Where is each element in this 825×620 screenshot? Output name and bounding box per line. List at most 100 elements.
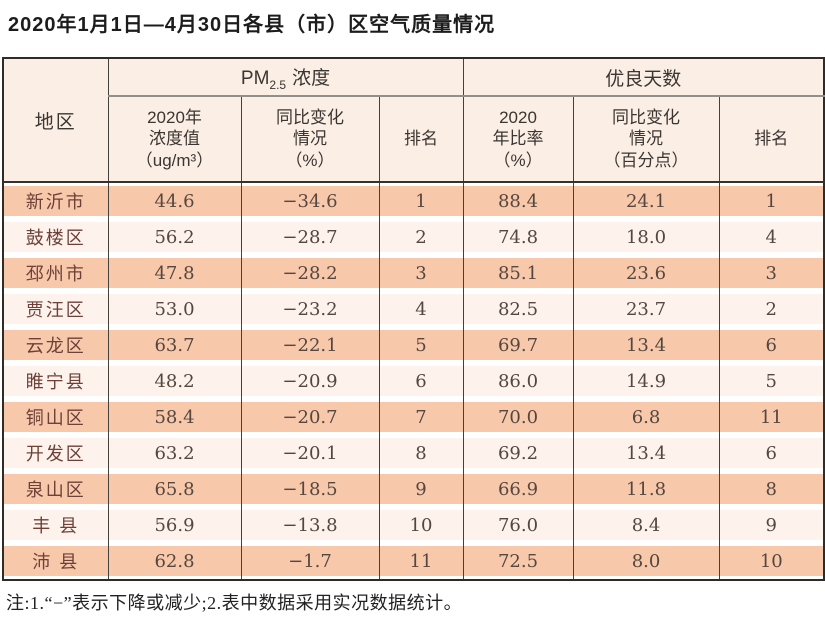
cell-region: 丰 县	[3, 507, 109, 543]
cell-yoy-change: −22.1	[241, 327, 380, 363]
cell-ratio: 85.1	[463, 255, 574, 291]
cell-rank-days: 10	[719, 543, 825, 580]
header-group-row: 地区 PM2.5 浓度 优良天数	[3, 58, 825, 183]
cell-ratio: 74.8	[463, 219, 574, 255]
cell-change-pp: 8.0	[573, 543, 720, 580]
table-body: 新沂市 44.6 −34.6 1 88.4 24.1 1 鼓楼区 56.2 −2…	[3, 182, 825, 580]
cell-rank-pm: 9	[379, 471, 464, 507]
cell-rank-days: 1	[719, 182, 825, 219]
cell-rank-days: 2	[719, 291, 825, 327]
cell-rank-pm: 7	[379, 399, 464, 435]
header-columns-row: 2020年 浓度值 （ug/m³） 同比变化 情况 （%） 排名 2020 年比…	[3, 96, 825, 183]
cell-concentration: 44.6	[108, 182, 242, 219]
pm25-label-rest: 浓度	[292, 67, 331, 89]
cell-rank-days: 5	[719, 363, 825, 399]
cell-rank-days: 8	[719, 471, 825, 507]
cell-region: 泉山区	[3, 471, 109, 507]
header-rank-days: 排名	[719, 96, 825, 183]
cell-rank-pm: 8	[379, 435, 464, 471]
cell-region: 邳州市	[3, 255, 109, 291]
header-rank-pm: 排名	[379, 96, 464, 183]
cell-region: 鼓楼区	[3, 219, 109, 255]
table-row: 鼓楼区 56.2 −28.7 2 74.8 18.0 4	[3, 219, 825, 255]
cell-ratio: 69.2	[463, 435, 574, 471]
cell-concentration: 65.8	[108, 471, 242, 507]
cell-rank-days: 6	[719, 327, 825, 363]
table-row: 云龙区 63.7 −22.1 5 69.7 13.4 6	[3, 327, 825, 363]
cell-ratio: 88.4	[463, 182, 574, 219]
cell-change-pp: 23.6	[573, 255, 720, 291]
table-row: 丰 县 56.9 −13.8 10 76.0 8.4 9	[3, 507, 825, 543]
cell-rank-pm: 10	[379, 507, 464, 543]
cell-rank-pm: 1	[379, 182, 464, 219]
cell-rank-pm: 4	[379, 291, 464, 327]
cell-yoy-change: −18.5	[241, 471, 380, 507]
cell-yoy-change: −20.7	[241, 399, 380, 435]
table-row: 邳州市 47.8 −28.2 3 85.1 23.6 3	[3, 255, 825, 291]
cell-region: 睢宁县	[3, 363, 109, 399]
table-row: 泉山区 65.8 −18.5 9 66.9 11.8 8	[3, 471, 825, 507]
cell-concentration: 48.2	[108, 363, 242, 399]
cell-change-pp: 18.0	[573, 219, 720, 255]
cell-yoy-change: −34.6	[241, 182, 380, 219]
cell-rank-pm: 11	[379, 543, 464, 580]
page-title: 2020年1月1日—4月30日各县（市）区空气质量情况	[8, 14, 496, 36]
cell-concentration: 56.9	[108, 507, 242, 543]
cell-rank-days: 9	[719, 507, 825, 543]
cell-region: 贾汪区	[3, 291, 109, 327]
header-yoy-change-pct: 同比变化 情况 （%）	[241, 96, 380, 183]
cell-ratio: 76.0	[463, 507, 574, 543]
header-group-pm25: PM2.5 浓度	[108, 58, 464, 97]
table-row: 沛 县 62.8 −1.7 11 72.5 8.0 10	[3, 543, 825, 580]
pm25-label-main: PM	[240, 67, 270, 89]
cell-rank-days: 6	[719, 435, 825, 471]
cell-rank-days: 4	[719, 219, 825, 255]
header-concentration: 2020年 浓度值 （ug/m³）	[108, 96, 242, 183]
cell-rank-pm: 5	[379, 327, 464, 363]
table-row: 睢宁县 48.2 −20.9 6 86.0 14.9 5	[3, 363, 825, 399]
header-group-good-days: 优良天数	[463, 58, 825, 97]
table-row: 贾汪区 53.0 −23.2 4 82.5 23.7 2	[3, 291, 825, 327]
cell-ratio: 69.7	[463, 327, 574, 363]
cell-change-pp: 23.7	[573, 291, 720, 327]
cell-ratio: 70.0	[463, 399, 574, 435]
cell-yoy-change: −13.8	[241, 507, 380, 543]
cell-region: 开发区	[3, 435, 109, 471]
cell-change-pp: 8.4	[573, 507, 720, 543]
cell-yoy-change: −28.7	[241, 219, 380, 255]
good-days-label: 优良天数	[605, 68, 682, 90]
cell-concentration: 63.7	[108, 327, 242, 363]
cell-rank-days: 11	[719, 399, 825, 435]
footnote: 注:1.“−”表示下降或减少;2.表中数据采用实况数据统计。	[6, 593, 463, 613]
cell-region: 铜山区	[3, 399, 109, 435]
pm25-label-sub: 2.5	[269, 77, 287, 92]
cell-change-pp: 14.9	[573, 363, 720, 399]
cell-concentration: 63.2	[108, 435, 242, 471]
table-row: 开发区 63.2 −20.1 8 69.2 13.4 6	[3, 435, 825, 471]
cell-ratio: 86.0	[463, 363, 574, 399]
cell-concentration: 53.0	[108, 291, 242, 327]
cell-yoy-change: −28.2	[241, 255, 380, 291]
cell-concentration: 56.2	[108, 219, 242, 255]
cell-region: 沛 县	[3, 543, 109, 580]
cell-yoy-change: −20.9	[241, 363, 380, 399]
cell-ratio: 66.9	[463, 471, 574, 507]
cell-rank-pm: 6	[379, 363, 464, 399]
cell-change-pp: 13.4	[573, 327, 720, 363]
cell-yoy-change: −23.2	[241, 291, 380, 327]
table-header: 地区 PM2.5 浓度 优良天数 2020年 浓度值 （ug/m³） 同比变化 情…	[3, 58, 825, 183]
cell-rank-days: 3	[719, 255, 825, 291]
table-row: 铜山区 58.4 −20.7 7 70.0 6.8 11	[3, 399, 825, 435]
cell-yoy-change: −20.1	[241, 435, 380, 471]
header-yoy-change-pp: 同比变化 情况 （百分点）	[573, 96, 720, 183]
cell-change-pp: 13.4	[573, 435, 720, 471]
cell-rank-pm: 3	[379, 255, 464, 291]
header-ratio: 2020 年比率 （%）	[463, 96, 574, 183]
header-region: 地区	[3, 58, 109, 183]
cell-concentration: 47.8	[108, 255, 242, 291]
cell-concentration: 62.8	[108, 543, 242, 580]
cell-change-pp: 6.8	[573, 399, 720, 435]
cell-change-pp: 24.1	[573, 182, 720, 219]
cell-change-pp: 11.8	[573, 471, 720, 507]
